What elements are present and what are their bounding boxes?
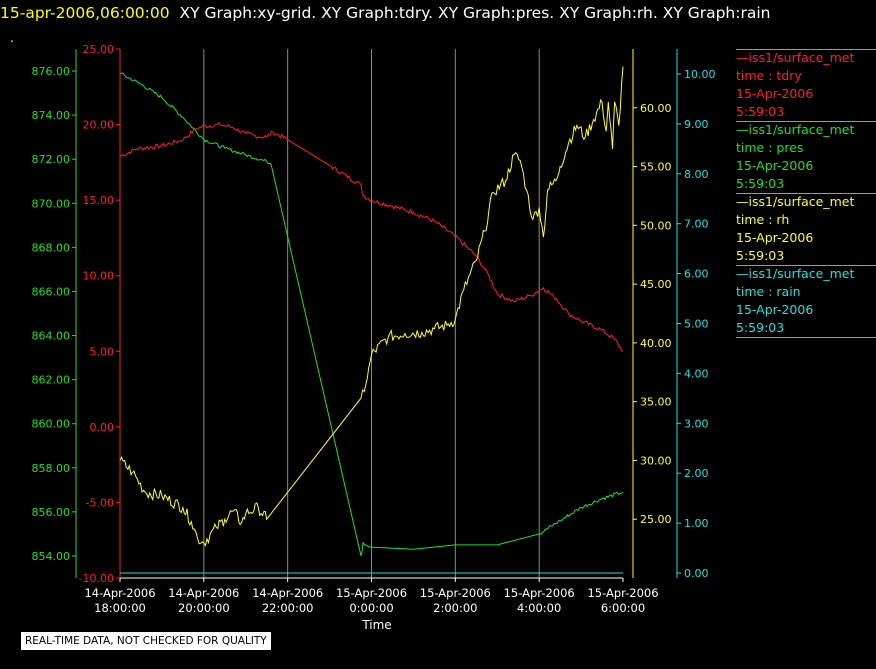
rain-tick-label: 10.00 bbox=[684, 68, 716, 81]
tdry-tick-label: 10.00 bbox=[83, 270, 115, 283]
legend-time: 5:59:03 bbox=[736, 104, 785, 119]
x-tick-label: 2:00:00 bbox=[433, 601, 477, 615]
rain-tick-label: 9.00 bbox=[684, 118, 709, 131]
x-axis-label: Time bbox=[361, 618, 391, 632]
pres-tick-label: 870.00 bbox=[32, 197, 71, 210]
tdry-tick-label: 5.00 bbox=[90, 345, 115, 358]
x-tick-label: 15-Apr-2006 bbox=[587, 586, 658, 600]
legend-var: time : pres bbox=[736, 140, 804, 155]
rh-tick-label: 50.00 bbox=[640, 219, 672, 232]
x-tick-label: 15-Apr-2006 bbox=[420, 586, 491, 600]
graph-header: 15-apr-2006,06:00:00 XY Graph:xy-grid. X… bbox=[0, 2, 770, 24]
legend-date: 15-Apr-2006 bbox=[736, 86, 814, 101]
x-tick-label: 14-Apr-2006 bbox=[168, 586, 239, 600]
quality-note: REAL-TIME DATA, NOT CHECKED FOR QUALITY bbox=[20, 631, 272, 651]
rh-tick-label: 45.00 bbox=[640, 278, 672, 291]
stray-mark: . bbox=[10, 31, 14, 45]
tdry-tick-label: 0.00 bbox=[90, 421, 115, 434]
legend-separator bbox=[736, 193, 876, 194]
header-datetime: 15-apr-2006,06:00:00 bbox=[0, 4, 170, 22]
pres-tick-label: 854.00 bbox=[32, 550, 71, 563]
rain-tick-label: 1.00 bbox=[684, 517, 709, 530]
x-tick-label: 15-Apr-2006 bbox=[504, 586, 575, 600]
x-tick-label: 4:00:00 bbox=[517, 601, 561, 615]
pres-tick-label: 874.00 bbox=[32, 109, 71, 122]
tdry-line bbox=[119, 121, 624, 352]
tdry-tick-label: -5.00 bbox=[86, 496, 114, 509]
legend-time: 5:59:03 bbox=[736, 320, 785, 335]
legend-name: —iss1/surface_met bbox=[736, 122, 855, 137]
pres-tick-label: 872.00 bbox=[32, 153, 71, 166]
legend-var: time : rh bbox=[736, 212, 790, 227]
legend-separator bbox=[736, 49, 876, 50]
pres-tick-label: 858.00 bbox=[32, 462, 71, 475]
pres-tick-label: 860.00 bbox=[32, 418, 71, 431]
legend-separator bbox=[736, 265, 876, 266]
rain-tick-label: 2.00 bbox=[684, 467, 709, 480]
pres-tick-label: 866.00 bbox=[32, 285, 71, 298]
tdry-tick-label: 15.00 bbox=[83, 194, 115, 207]
rain-tick-label: 5.00 bbox=[684, 317, 709, 330]
x-tick-label: 22:00:00 bbox=[262, 601, 314, 615]
rh-tick-label: 60.00 bbox=[640, 102, 672, 115]
legend-date: 15-Apr-2006 bbox=[736, 230, 814, 245]
axes: 14-Apr-200618:00:0014-Apr-200620:00:0014… bbox=[32, 43, 716, 615]
rh-tick-label: 55.00 bbox=[640, 161, 672, 174]
x-tick-label: 14-Apr-2006 bbox=[252, 586, 323, 600]
tdry-tick-label: 20.00 bbox=[83, 119, 115, 132]
rh-tick-label: 25.00 bbox=[640, 513, 672, 526]
tdry-tick-label: 25.00 bbox=[83, 43, 115, 56]
legend-var: time : tdry bbox=[736, 68, 802, 83]
rain-tick-label: 3.00 bbox=[684, 417, 709, 430]
pres-tick-label: 868.00 bbox=[32, 241, 71, 254]
x-tick-label: 14-Apr-2006 bbox=[84, 586, 155, 600]
pres-tick-label: 862.00 bbox=[32, 374, 71, 387]
x-tick-label: 6:00:00 bbox=[601, 601, 645, 615]
x-tick-label: 0:00:00 bbox=[349, 601, 393, 615]
rh-tick-label: 40.00 bbox=[640, 337, 672, 350]
legend-name: —iss1/surface_met bbox=[736, 194, 855, 209]
pres-tick-label: 876.00 bbox=[32, 65, 71, 78]
legend-time: 5:59:03 bbox=[736, 248, 785, 263]
pres-tick-label: 864.00 bbox=[32, 330, 71, 343]
legend-name: —iss1/surface_met bbox=[736, 50, 855, 65]
legend-name: —iss1/surface_met bbox=[736, 266, 855, 281]
legend-time: 5:59:03 bbox=[736, 176, 785, 191]
x-tick-label: 18:00:00 bbox=[94, 601, 146, 615]
x-tick-label: 20:00:00 bbox=[178, 601, 230, 615]
tdry-tick-label: -10.00 bbox=[79, 572, 114, 585]
rh-tick-label: 35.00 bbox=[640, 396, 672, 409]
series-lines bbox=[119, 66, 624, 574]
rain-tick-label: 4.00 bbox=[684, 367, 709, 380]
header-graph-list: XY Graph:xy-grid. XY Graph:tdry. XY Grap… bbox=[179, 4, 771, 22]
x-tick-label: 15-Apr-2006 bbox=[336, 586, 407, 600]
rain-tick-label: 7.00 bbox=[684, 218, 709, 231]
rh-line bbox=[119, 66, 624, 547]
pres-line bbox=[119, 72, 624, 557]
rain-tick-label: 6.00 bbox=[684, 268, 709, 281]
legend-date: 15-Apr-2006 bbox=[736, 302, 814, 317]
rh-tick-label: 30.00 bbox=[640, 454, 672, 467]
vertical-grid bbox=[203, 49, 540, 578]
pres-tick-label: 856.00 bbox=[32, 506, 71, 519]
legend-date: 15-Apr-2006 bbox=[736, 158, 814, 173]
legend-var: time : rain bbox=[736, 284, 801, 299]
legend-separator bbox=[736, 121, 876, 122]
rain-tick-label: 8.00 bbox=[684, 168, 709, 181]
rain-tick-label: 0.00 bbox=[684, 567, 709, 580]
